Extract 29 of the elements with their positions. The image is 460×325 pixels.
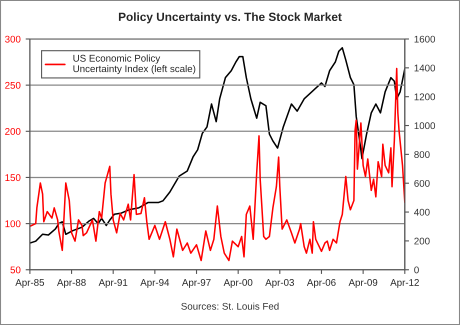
y2-tick-label: 800	[414, 151, 430, 158]
y-tick-label: 300	[5, 36, 20, 43]
x-tick-label: Apr-00	[224, 279, 252, 288]
y-tick-label: 150	[5, 174, 20, 182]
x-tick-label: Apr-12	[390, 279, 419, 288]
x-tick-label: Apr-03	[265, 279, 294, 288]
x-tick-label: Apr-09	[348, 279, 378, 288]
source-note: Sources: St. Louis Fed	[181, 302, 279, 310]
x-tick-label: Apr-88	[56, 279, 86, 288]
y2-tick-label: 1000	[414, 122, 436, 130]
x-tick-label: Apr-97	[182, 279, 211, 288]
y2-tick-label: 1600	[414, 36, 436, 43]
x-tick-label: Apr-06	[306, 279, 336, 288]
y-tick-label: 200	[5, 128, 20, 135]
y-tick-label: 250	[5, 82, 20, 89]
line-series	[30, 47, 405, 244]
y-tick-label: 100	[5, 220, 20, 228]
y2-tick-label: 200	[414, 238, 430, 245]
y2-tick-label: 0	[414, 266, 419, 274]
y2-tick-label: 600	[414, 180, 430, 187]
x-tick-label: Apr-91	[98, 279, 128, 288]
legend-label: US Economic Policy Uncertainty Index (left scale)	[73, 54, 196, 74]
x-tick-label: Apr-94	[140, 279, 170, 288]
y2-tick-label: 1200	[414, 93, 436, 100]
chart-title: Policy Uncertainty vs. The Stock Market	[118, 12, 342, 24]
y2-tick-label: 1400	[414, 64, 436, 72]
y-tick-label: 50	[10, 266, 20, 274]
x-tick-label: Apr-85	[15, 279, 44, 288]
y2-tick-label: 400	[414, 208, 430, 216]
